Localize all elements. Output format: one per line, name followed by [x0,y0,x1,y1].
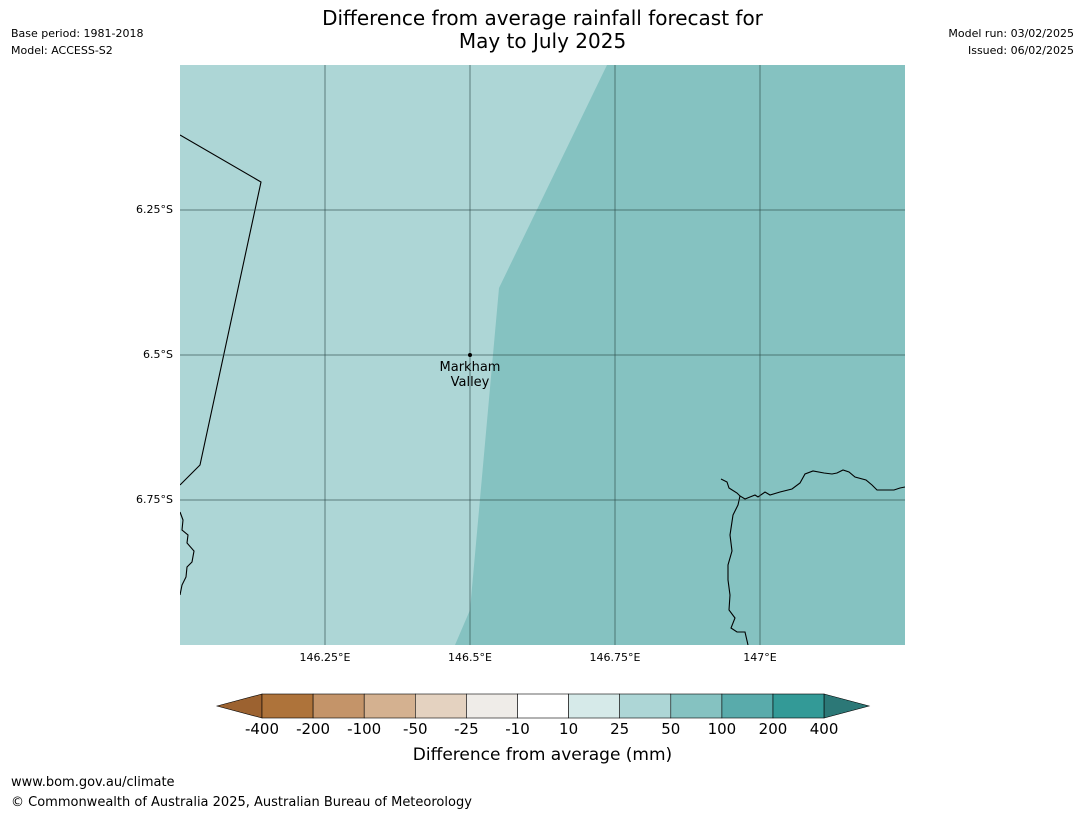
place-name-line-1: Markham [439,360,501,375]
colorbar-tick-label: -10 [505,720,530,738]
colorbar-tick-label: 200 [758,720,788,738]
place-marker [468,353,472,357]
coastline-east [720,469,905,500]
colorbar-swatch [312,693,365,719]
run-info: Model run: 03/02/2025 Issued: 06/02/2025 [948,25,1074,59]
lat-tick-label: 6.25°S [136,203,173,216]
colorbar-swatch [670,693,723,719]
colorbar-tick-label: -25 [454,720,479,738]
colorbar-swatch [517,693,569,719]
colorbar-swatch [721,693,774,719]
colorbar-tick-label: -200 [296,720,331,738]
colorbar-tick-label: 25 [610,720,630,738]
coastline-gulf [727,495,749,645]
colorbar-swatch [261,693,314,719]
footer-url: www.bom.gov.au/climate [11,775,175,790]
title-line-1: Difference from average rainfall forecas… [322,6,763,30]
title-line-2: May to July 2025 [458,29,627,53]
base-period: Base period: 1981-2018 [11,27,144,40]
colorbar-extend-low [215,693,263,719]
lon-tick-label: 147°E [743,651,777,664]
lon-tick-label: 146.75°E [589,651,641,664]
base-info: Base period: 1981-2018 Model: ACCESS-S2 [11,25,143,59]
issued-date: Issued: 06/02/2025 [967,44,1074,57]
colorbar-tick-label: -50 [403,720,428,738]
forecast-map [180,65,905,645]
colorbar-tick-label: 100 [707,720,737,738]
lon-tick-label: 146.5°E [448,651,492,664]
colorbar-swatch [619,693,672,719]
model-name: Model: ACCESS-S2 [11,44,113,57]
footer-copyright: © Commonwealth of Australia 2025, Austra… [11,795,472,810]
colorbar-swatch [363,693,416,719]
border-line [180,134,262,486]
lon-tick-label: 146.25°E [299,651,351,664]
colorbar-tick-label: -100 [347,720,382,738]
colorbar-title: Difference from average (mm) [412,745,673,765]
place-name-line-2: Valley [450,375,490,390]
colorbar [215,693,871,719]
chart-title: Difference from average rainfall forecas… [0,7,1085,53]
place-label: Markham Valley [420,360,520,390]
colorbar-tick-label: 10 [559,720,579,738]
colorbar-tick-label: -400 [244,720,280,738]
colorbar-swatch [466,693,518,719]
coastline-west [180,511,195,596]
colorbar-tick-label: 50 [661,720,681,738]
colorbar-swatch [772,693,825,719]
model-run-date: Model run: 03/02/2025 [948,27,1074,40]
colorbar-tick-label: 400 [809,720,839,738]
colorbar-swatch [568,693,621,719]
lat-tick-label: 6.5°S [143,348,173,361]
colorbar-extend-high [823,693,871,719]
lat-tick-label: 6.75°S [136,493,173,506]
colorbar-swatch [415,693,467,719]
